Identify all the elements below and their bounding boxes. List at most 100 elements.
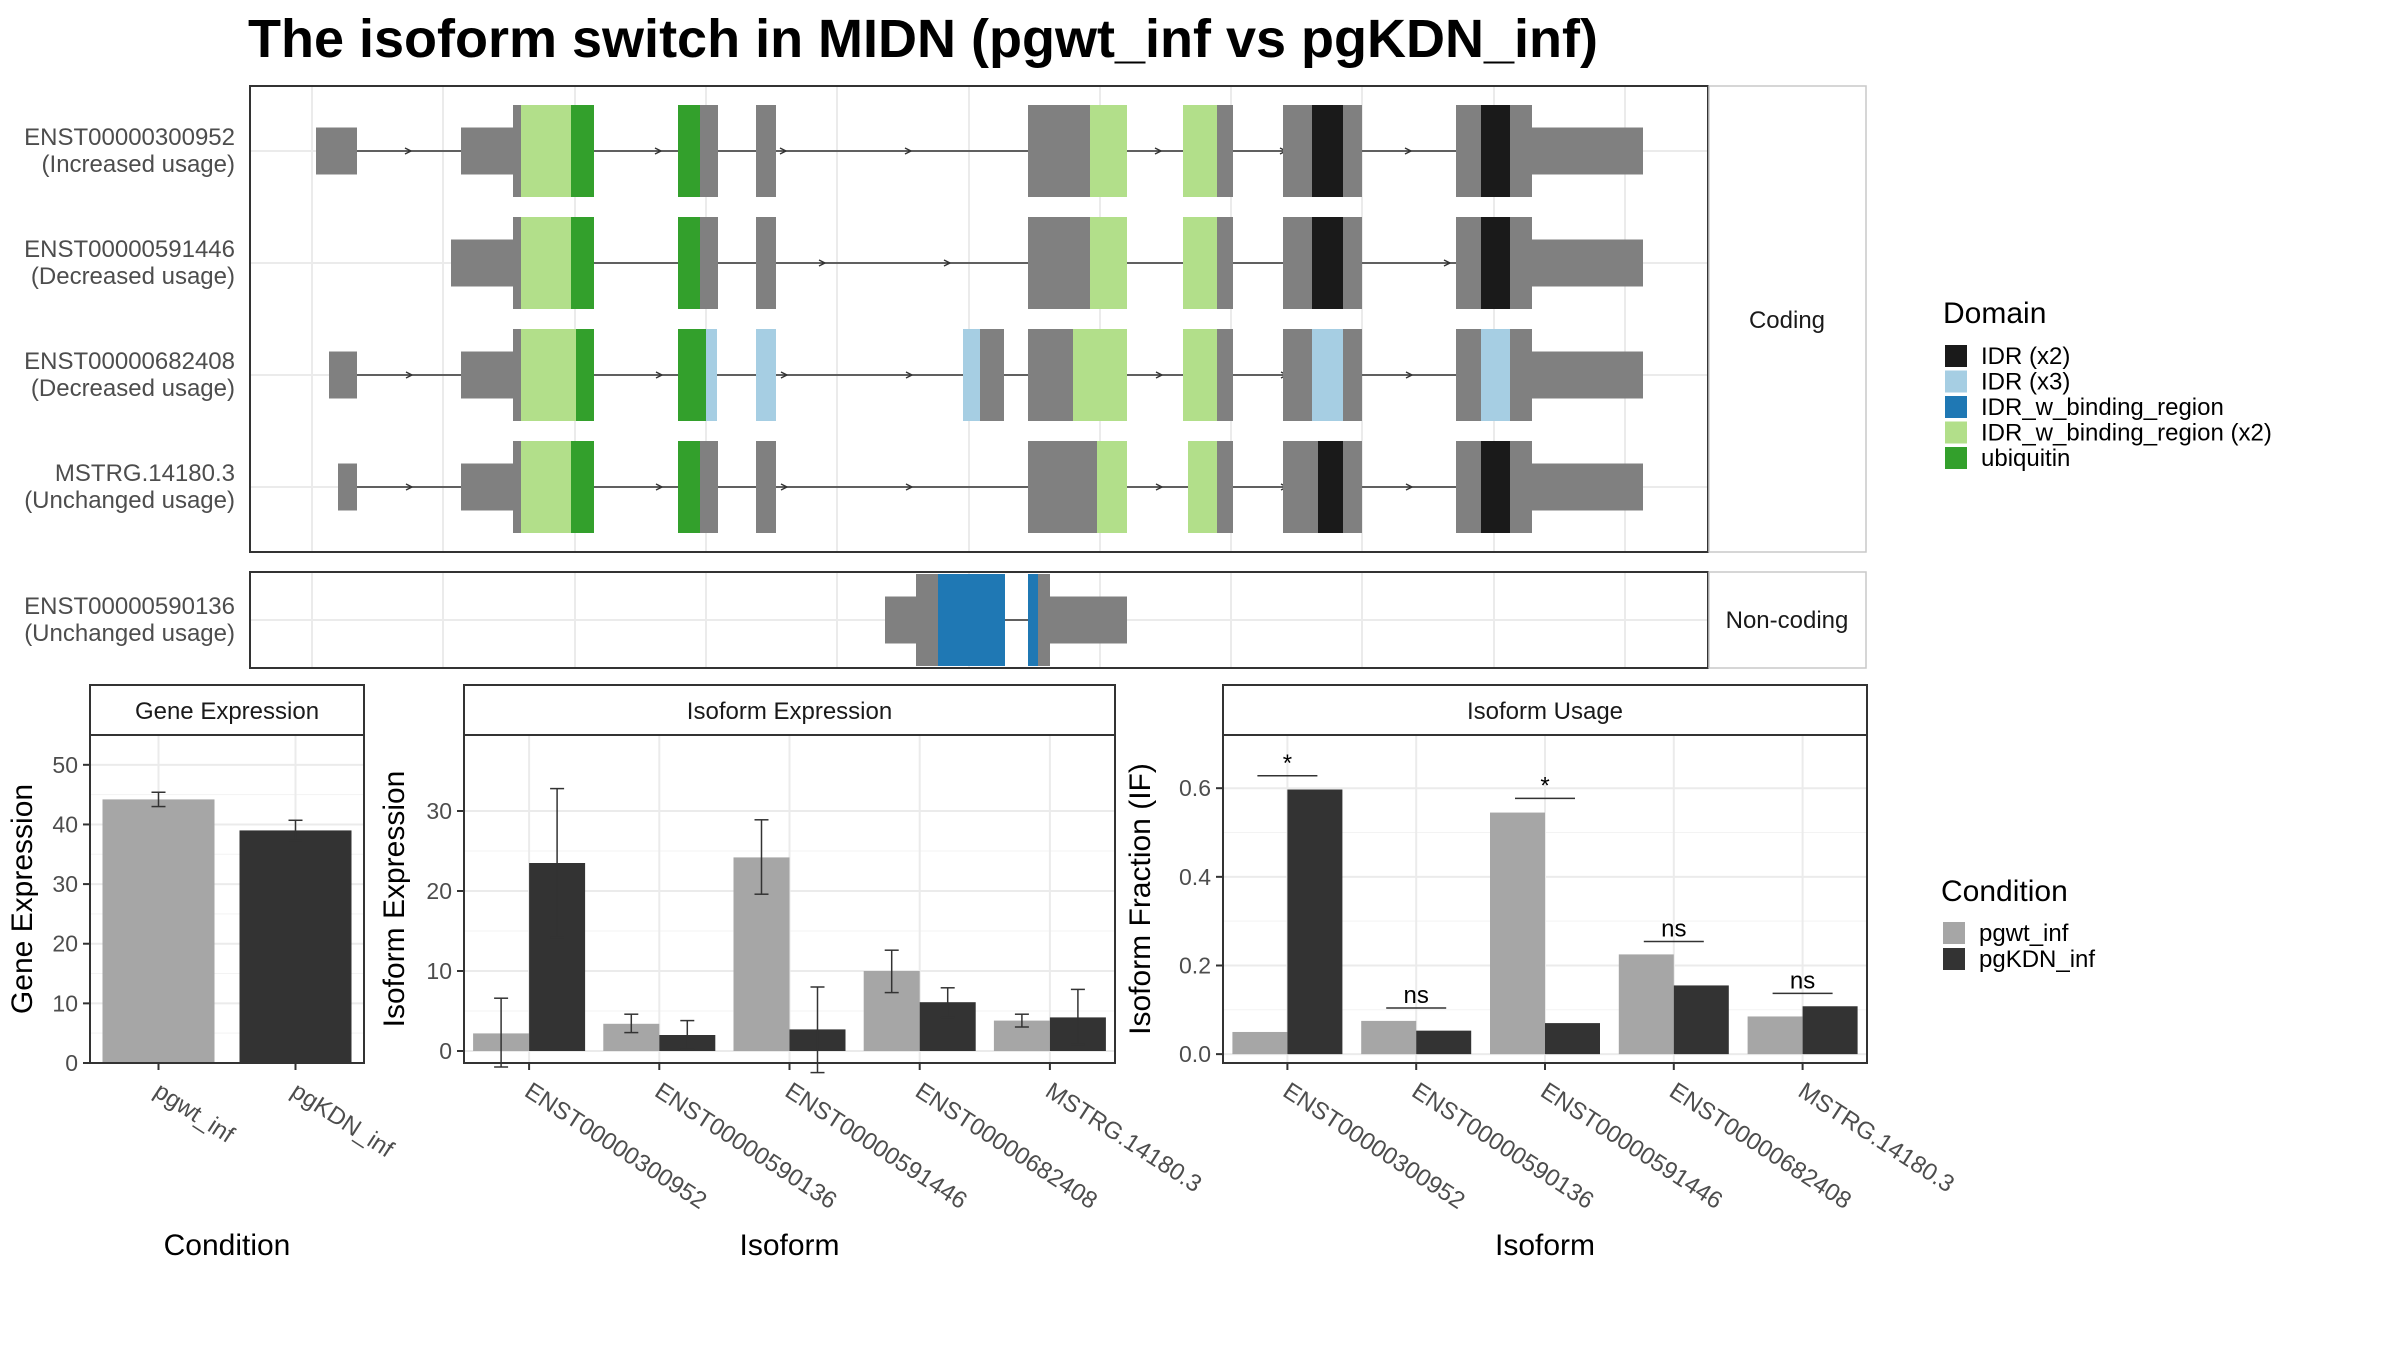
domain-block xyxy=(1312,329,1343,421)
domain-block xyxy=(938,574,1005,666)
domain-block xyxy=(1481,441,1510,533)
domain-legend-swatch xyxy=(1945,447,1967,469)
exon-block xyxy=(1283,441,1318,533)
strand-arrow xyxy=(405,483,414,491)
exon-block xyxy=(1046,596,1127,644)
exon-block xyxy=(338,463,357,511)
domain-block xyxy=(706,329,717,421)
strand-arrow xyxy=(818,259,827,267)
domain-block xyxy=(1090,105,1127,197)
isoform-expression-panel: Isoform Expression0102030ENST00000300952… xyxy=(378,684,1206,1262)
exon-block xyxy=(1456,441,1481,533)
domain-legend-label: IDR_w_binding_region (x2) xyxy=(1981,420,2272,447)
noncoding-strip xyxy=(1708,571,1867,669)
x-axis-title: Isoform xyxy=(739,1229,839,1262)
exon-block xyxy=(1343,441,1362,533)
exon-block xyxy=(885,596,916,644)
panel-title: Isoform Expression xyxy=(687,698,892,725)
exon-block xyxy=(1510,105,1532,197)
exon-block xyxy=(1528,463,1643,511)
domain-legend-title: Domain xyxy=(1943,297,2046,330)
exon-block xyxy=(700,105,718,197)
isoform-usage-label: (Increased usage) xyxy=(42,151,235,178)
domain-block xyxy=(576,329,594,421)
significance-label: * xyxy=(1283,750,1292,777)
bar xyxy=(1747,1016,1803,1055)
exon-block xyxy=(1510,329,1532,421)
domain-block xyxy=(1312,105,1343,197)
y-tick-label: 10 xyxy=(426,958,452,984)
domain-legend-swatch xyxy=(1945,421,1967,444)
bar xyxy=(1490,812,1545,1055)
domain-block xyxy=(521,329,576,421)
exon-block xyxy=(451,239,520,287)
domain-legend-label: IDR_w_binding_region xyxy=(1981,394,2224,421)
y-axis-title: Isoform Fraction (IF) xyxy=(1124,763,1157,1035)
panel-title: Gene Expression xyxy=(135,698,319,725)
domain-block xyxy=(1028,574,1038,666)
figure-title: The isoform switch in MIDN (pgwt_inf vs … xyxy=(248,9,1598,69)
exon-block xyxy=(1528,239,1643,287)
isoform-id-label: ENST00000682408 xyxy=(24,348,235,375)
bar xyxy=(1232,1031,1288,1055)
exon-block xyxy=(1217,217,1233,309)
y-tick-label: 20 xyxy=(52,931,78,957)
significance-label: ns xyxy=(1790,967,1815,994)
y-tick-label: 40 xyxy=(52,811,78,837)
strand-arrow xyxy=(654,147,663,155)
strand-arrow xyxy=(943,259,952,267)
strand-arrow xyxy=(780,483,789,491)
bar xyxy=(1416,1030,1472,1055)
condition-legend-swatch xyxy=(1943,948,1965,970)
isoform-id-label: ENST00000300952 xyxy=(24,124,235,151)
domain-block xyxy=(521,217,571,309)
x-tick-label: pgKDN_inf xyxy=(286,1077,398,1163)
exon-block xyxy=(513,105,521,197)
domain-block xyxy=(678,441,700,533)
exon-block xyxy=(756,441,776,533)
exon-block xyxy=(1217,441,1233,533)
strand-arrow xyxy=(655,371,664,379)
panel-border xyxy=(89,734,365,1064)
exon-block xyxy=(1028,217,1090,309)
noncoding-panel-border xyxy=(249,571,1709,669)
y-tick-label: 30 xyxy=(52,871,78,897)
condition-legend-label: pgKDN_inf xyxy=(1979,946,2095,973)
exon-block xyxy=(1217,105,1233,197)
significance-label: ns xyxy=(1404,982,1429,1009)
strand-arrow xyxy=(1154,147,1163,155)
exon-block xyxy=(700,441,718,533)
exon-block xyxy=(1456,105,1481,197)
y-axis-title: Gene Expression xyxy=(6,784,39,1014)
gene-expression-panel: Gene Expression 0 10 20 30 40 50 pgwt_inf pgKDN_… xyxy=(6,684,399,1262)
y-tick-label: 0.4 xyxy=(1179,864,1211,890)
isoform-usage-label: (Decreased usage) xyxy=(31,375,235,402)
exon-block xyxy=(1456,217,1481,309)
isoform-id-label: ENST00000590136 xyxy=(24,593,235,620)
exon-block xyxy=(461,463,520,511)
isoform-usage-label: (Decreased usage) xyxy=(31,263,235,290)
strand-arrow xyxy=(780,371,789,379)
condition-legend-title: Condition xyxy=(1941,875,2068,908)
strand-arrow xyxy=(1404,147,1413,155)
domain-block xyxy=(571,105,594,197)
exon-block xyxy=(316,127,357,175)
exon-block xyxy=(1456,329,1481,421)
bar xyxy=(1287,789,1343,1055)
exon-block xyxy=(329,351,357,399)
exon-block xyxy=(513,441,521,533)
bar xyxy=(1545,1023,1600,1055)
y-tick-label: 50 xyxy=(52,752,78,778)
exon-block xyxy=(756,217,776,309)
y-tick-label: 30 xyxy=(426,798,452,824)
domain-legend-swatch xyxy=(1945,345,1967,367)
domain-block xyxy=(1073,329,1127,421)
isoform-id-label: ENST00000591446 xyxy=(24,236,235,263)
strand-arrow xyxy=(405,371,414,379)
domain-block xyxy=(571,217,594,309)
domain-block xyxy=(521,441,571,533)
strand-arrow xyxy=(1155,483,1164,491)
domain-block xyxy=(1183,217,1217,309)
bar xyxy=(1802,1006,1858,1055)
